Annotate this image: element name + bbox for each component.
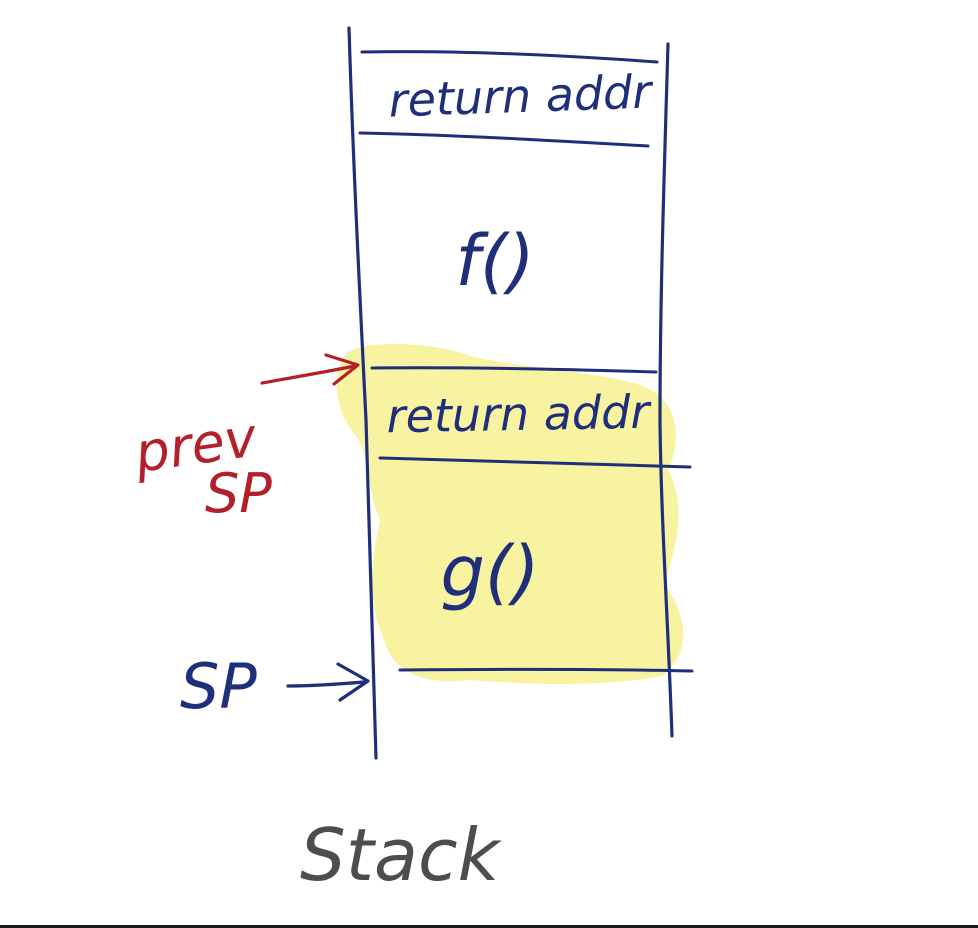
caption: Stack <box>300 813 503 897</box>
highlight-blob <box>336 343 684 684</box>
slot-label-return-addr-top: return addr <box>388 64 655 127</box>
bottom-rule <box>0 925 978 928</box>
slot-label-f: f() <box>455 220 534 302</box>
sp-label: SP <box>180 650 257 723</box>
divider-1 <box>358 131 650 148</box>
divider-bottom <box>398 667 694 673</box>
prev-sp-label-line2: SP <box>205 462 272 525</box>
stack-top-line <box>360 50 659 64</box>
arrow-right-icon <box>286 662 370 702</box>
stack-right-wall <box>658 42 674 738</box>
slot-label-g: g() <box>440 531 539 613</box>
divider-3 <box>378 456 692 469</box>
arrow-right-icon <box>260 353 360 386</box>
divider-2 <box>370 366 658 374</box>
stack-left-wall <box>347 26 378 760</box>
slot-label-return-addr-bottom: return addr <box>386 385 653 444</box>
